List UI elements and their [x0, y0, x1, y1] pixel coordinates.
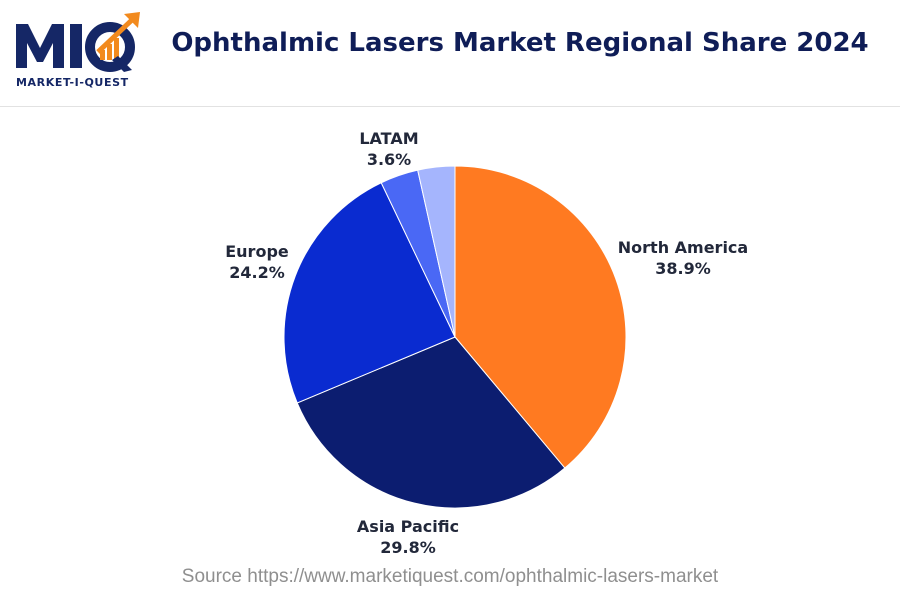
- pie-slice-unlabeled: [417, 165, 456, 338]
- logo-subtitle: MARKET-I-QUEST: [16, 76, 129, 89]
- slice-value-label: 38.9%: [655, 259, 711, 278]
- slice-label: LATAM: [359, 129, 418, 148]
- slice-label: Europe: [225, 242, 289, 261]
- slice-value-label: 24.2%: [229, 263, 285, 282]
- pie-slice-north-america: [454, 165, 627, 469]
- source-caption: Source https://www.marketiquest.com/opht…: [181, 566, 719, 587]
- chart-title: Ophthalmic Lasers Market Regional Share …: [171, 28, 869, 58]
- slice-label: North America: [618, 238, 748, 257]
- slice-value-label: 29.8%: [380, 538, 436, 557]
- pie-slice-europe: [283, 182, 456, 404]
- logo-mark: [16, 12, 140, 72]
- brand-logo: MARKET-I-QUEST: [14, 10, 144, 94]
- slice-label: Asia Pacific: [357, 517, 459, 536]
- pie-slice-asia-pacific: [296, 336, 566, 509]
- slice-value-label: 3.6%: [367, 150, 411, 169]
- header: MARKET-I-QUEST Ophthalmic Lasers Market …: [0, 0, 900, 107]
